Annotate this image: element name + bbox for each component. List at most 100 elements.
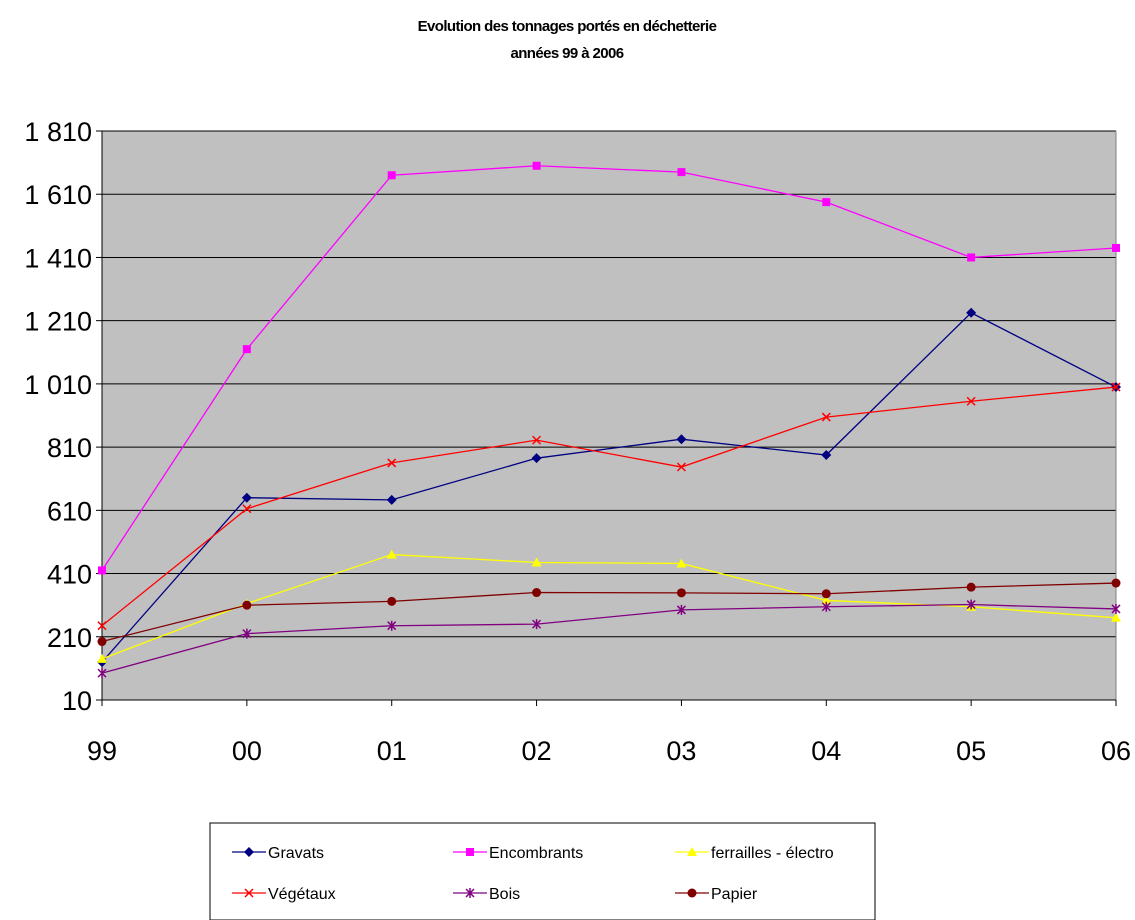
data-point-marker	[242, 504, 252, 514]
legend-box	[209, 822, 876, 920]
series-encombrants	[98, 161, 1120, 575]
data-point-marker	[822, 198, 831, 207]
data-point-marker	[687, 888, 697, 898]
y-tick-label: 610	[47, 496, 92, 526]
data-point-marker	[244, 888, 254, 898]
y-tick-label: 10	[62, 686, 92, 716]
data-point-marker	[531, 557, 542, 567]
legend-item-ferrailles-lectro: ferrailles - électro	[675, 845, 834, 862]
data-point-marker	[687, 847, 697, 856]
data-point-marker	[1111, 578, 1121, 588]
data-point-marker	[676, 558, 687, 568]
y-tick-label: 1 210	[24, 307, 92, 337]
data-point-marker	[676, 462, 686, 472]
data-point-marker	[1112, 243, 1120, 252]
x-tick-label: 00	[232, 736, 262, 766]
data-point-marker	[387, 171, 396, 180]
x-tick-label: 99	[87, 736, 117, 766]
data-point-marker	[677, 168, 686, 177]
x-tick-label: 03	[666, 736, 696, 766]
x-axis-ticks: 99 00 01 02 03 04 05 06	[87, 700, 1131, 766]
data-point-marker	[1111, 382, 1121, 392]
data-point-marker	[966, 599, 976, 610]
legend-label: Végétaux	[268, 886, 336, 903]
data-point-marker	[966, 307, 977, 318]
data-point-marker	[466, 848, 474, 856]
y-tick-label: 410	[47, 560, 92, 590]
data-point-marker	[97, 668, 107, 679]
series-bois	[97, 599, 1121, 679]
data-point-marker	[242, 628, 252, 639]
data-point-marker	[821, 601, 831, 612]
series-v-g-taux	[97, 382, 1121, 631]
x-tick-label: 04	[811, 736, 841, 766]
chart-title: Evolution des tonnages portés en déchett…	[418, 18, 717, 35]
data-point-marker	[97, 637, 107, 647]
series-line	[101, 311, 1117, 663]
y-tick-label: 810	[47, 433, 92, 463]
y-tick-label: 1 610	[24, 180, 92, 210]
data-point-marker	[387, 596, 397, 606]
data-point-marker	[532, 619, 542, 630]
data-point-marker	[966, 396, 976, 406]
data-point-marker	[97, 621, 107, 631]
data-point-marker	[532, 588, 542, 598]
data-point-marker	[97, 653, 107, 663]
x-tick-label: 05	[956, 736, 986, 766]
legend-label: Gravats	[268, 845, 324, 862]
y-tick-label: 1 810	[24, 117, 92, 147]
legend: Gravats Encombrants ferrailles - électro Vé…	[209, 822, 876, 920]
y-axis-ticks: 10 210 410 610 810 1 010 1 210 1 410 1 610 1 810	[24, 117, 102, 716]
data-point-marker	[821, 589, 831, 599]
data-point-marker	[821, 595, 832, 605]
legend-label: Papier	[711, 886, 758, 903]
data-point-marker	[242, 345, 251, 354]
data-point-marker	[98, 566, 106, 575]
x-tick-label: 01	[377, 736, 407, 766]
data-point-marker	[821, 450, 832, 461]
data-point-marker	[386, 494, 397, 505]
legend-label: Encombrants	[489, 845, 583, 862]
data-point-marker	[676, 604, 686, 615]
legend-item-encombrants: Encombrants	[453, 845, 583, 862]
data-point-marker	[532, 161, 541, 170]
plot-area	[102, 131, 1116, 700]
series-gravats	[97, 307, 1121, 668]
data-point-marker	[966, 582, 976, 592]
data-point-marker	[821, 412, 831, 422]
legend-item-bois: Bois	[453, 886, 520, 903]
data-point-marker	[1111, 612, 1121, 622]
y-tick-label: 1 410	[24, 243, 92, 273]
data-point-marker	[241, 492, 252, 503]
legend-item-papier: Papier	[675, 886, 758, 903]
series-line	[101, 582, 1117, 643]
data-point-marker	[676, 434, 687, 445]
series-layer	[97, 161, 1121, 679]
data-point-marker	[676, 588, 686, 598]
data-point-marker	[242, 600, 252, 610]
series-line	[101, 553, 1117, 660]
series-papier	[97, 578, 1121, 647]
data-point-marker	[532, 435, 542, 445]
series-line	[101, 165, 1117, 571]
series-line	[101, 603, 1117, 674]
y-tick-label: 210	[47, 623, 92, 653]
legend-item-v-g-taux: Végétaux	[232, 886, 336, 903]
legend-item-gravats: Gravats	[232, 845, 324, 862]
data-point-marker	[531, 453, 542, 464]
data-point-marker	[1111, 603, 1121, 614]
data-point-marker	[967, 253, 976, 262]
data-point-marker	[387, 458, 397, 468]
y-tick-label: 1 010	[24, 370, 92, 400]
data-point-marker	[244, 847, 254, 857]
legend-label: Bois	[489, 886, 520, 903]
chart-subtitle: années 99 à 2006	[511, 45, 624, 62]
x-tick-label: 06	[1101, 736, 1131, 766]
data-point-marker	[386, 549, 397, 559]
legend-label: ferrailles - électro	[711, 845, 834, 862]
data-point-marker	[387, 620, 397, 631]
x-tick-label: 02	[522, 736, 552, 766]
series-line	[101, 386, 1117, 627]
data-point-marker	[465, 888, 475, 898]
